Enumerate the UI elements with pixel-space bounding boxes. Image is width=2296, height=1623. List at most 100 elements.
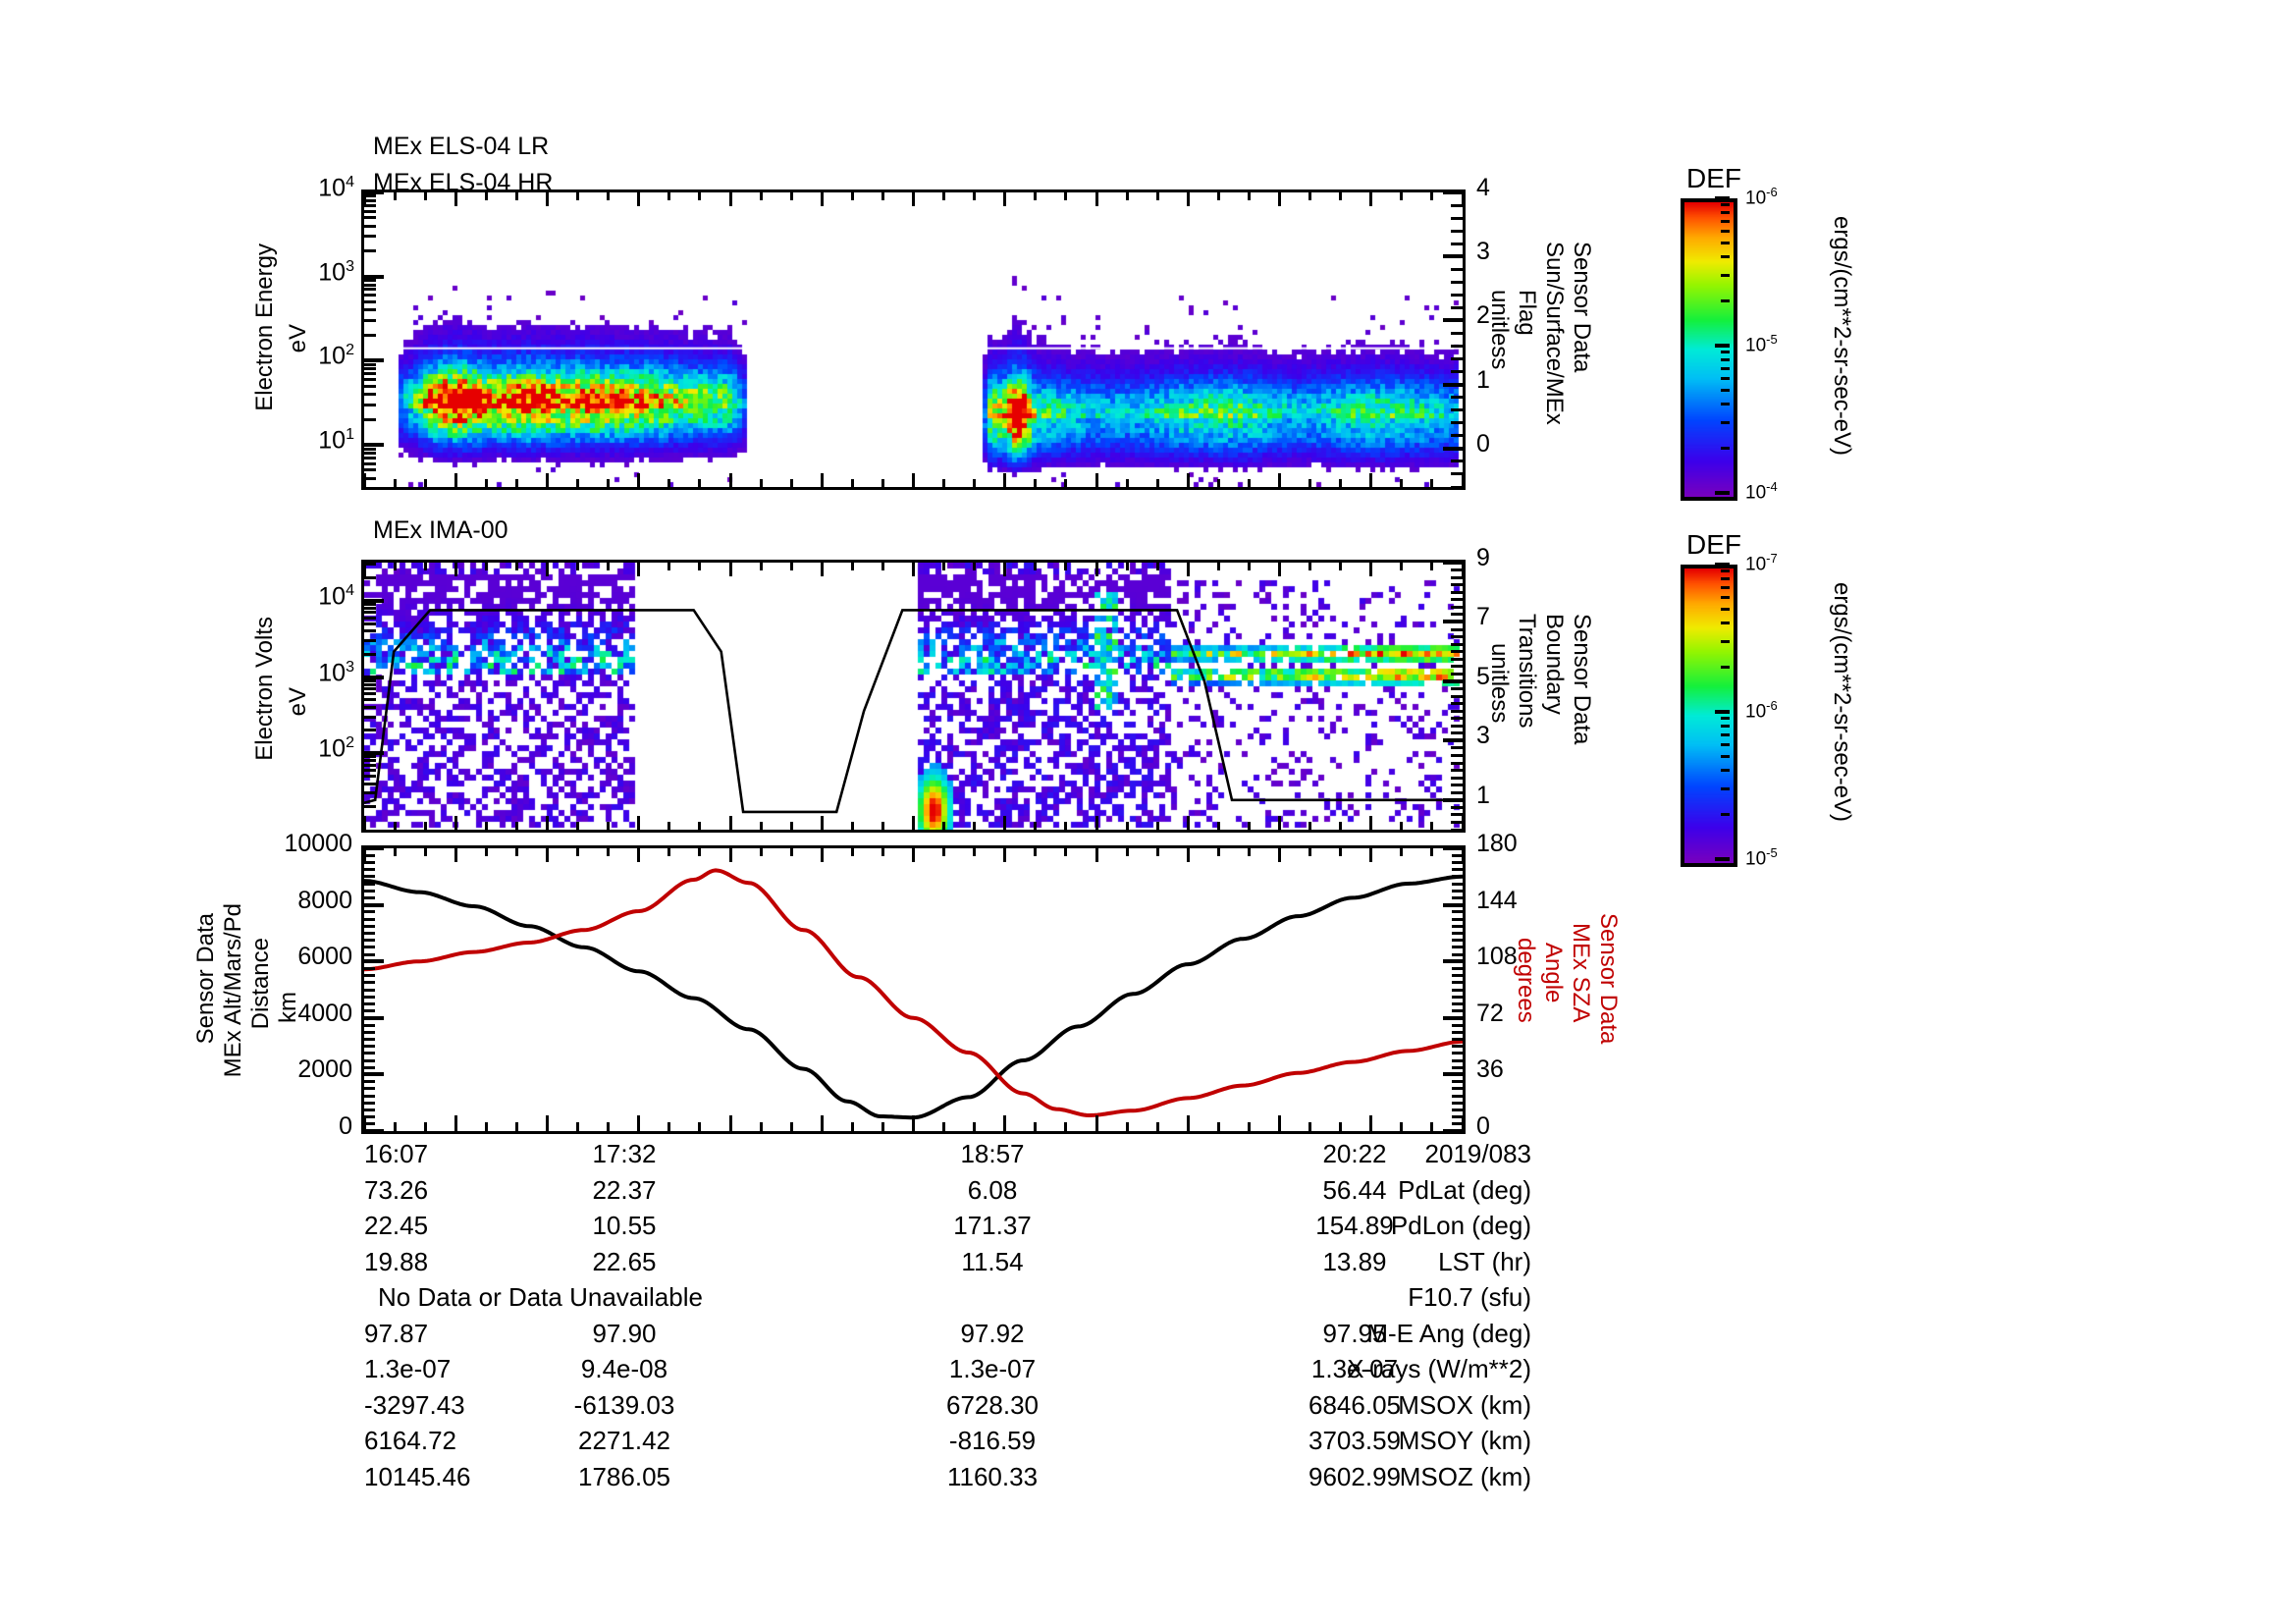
y-right-tick-label: 1: [1476, 365, 1490, 394]
table-cell: 154.89: [1315, 1211, 1394, 1240]
y-right-minor-tick: [1451, 370, 1463, 374]
y-minor-tick: [364, 1052, 375, 1055]
colorbar-minor-tick: [1721, 376, 1730, 380]
x-top-tick: [973, 848, 977, 856]
x-bottom-tick: [667, 479, 671, 487]
y-major-tick: [364, 190, 384, 194]
y-right-minor-tick: [1452, 1108, 1463, 1111]
x-bottom-tick: [1125, 822, 1129, 830]
x-top-tick: [850, 192, 854, 200]
y-right-minor-tick: [1452, 910, 1463, 914]
y-right-minor-tick: [1452, 1001, 1463, 1005]
y-right-tick-label: 108: [1476, 943, 1518, 971]
y-right-minor-tick: [1451, 753, 1463, 757]
y-right-minor-tick: [1452, 1016, 1463, 1020]
x-bottom-tick: [912, 473, 915, 487]
y-right-minor-tick: [1452, 981, 1463, 985]
table-nodata-text: No Data or Data Unavailable: [378, 1282, 703, 1312]
x-bottom-tick: [1461, 473, 1465, 487]
y-minor-tick: [364, 1037, 375, 1041]
x-bottom-tick: [576, 479, 580, 487]
colorbar-major-tick: [1715, 344, 1730, 348]
table-row: MSOX (km) -3297.43 -6139.03 6728.30 6846.05: [0, 1390, 1531, 1427]
x-top-tick: [1034, 848, 1038, 856]
y-right-minor-tick: [1452, 1045, 1463, 1049]
x-top-tick: [942, 192, 946, 200]
y-minor-tick: [364, 729, 376, 732]
x-bottom-tick: [1186, 1115, 1190, 1131]
x-bottom-tick: [1400, 479, 1404, 487]
x-bottom-tick: [973, 1122, 977, 1131]
y-tick-label: 104: [318, 174, 354, 202]
y-minor-tick: [364, 1101, 375, 1105]
y-right-minor-tick: [1451, 717, 1463, 721]
x-top-tick: [1369, 563, 1373, 576]
x-top-tick: [973, 563, 977, 570]
ima-spectrogram-canvas: [364, 563, 1463, 830]
y-right-minor-tick: [1451, 568, 1463, 572]
x-top-tick: [1216, 192, 1220, 200]
y-minor-tick: [364, 1009, 375, 1013]
x-bottom-tick: [1034, 479, 1038, 487]
x-bottom-tick: [1034, 822, 1038, 830]
y-right-minor-tick: [1451, 694, 1463, 698]
colorbar-tick-label: 10-4: [1745, 479, 1778, 504]
ima-y-axis-unit: eV: [285, 687, 311, 716]
y-right-minor-tick: [1452, 966, 1463, 970]
ima-right-axis-l4: unitless: [1486, 643, 1513, 723]
x-bottom-tick: [1125, 1122, 1129, 1131]
x-bottom-tick: [607, 1122, 611, 1131]
y-minor-tick: [364, 755, 376, 759]
y-minor-tick: [364, 1072, 375, 1076]
y-right-minor-tick: [1451, 635, 1463, 639]
x-top-tick: [759, 192, 763, 200]
y-right-minor-tick: [1452, 1087, 1463, 1091]
y-right-minor-tick: [1452, 846, 1463, 850]
x-top-tick: [607, 192, 611, 200]
y-right-minor-tick: [1451, 242, 1463, 245]
x-top-tick: [362, 192, 366, 206]
x-top-tick: [1186, 192, 1190, 206]
y-right-minor-tick: [1452, 853, 1463, 857]
table-cell: 97.92: [960, 1318, 1025, 1348]
colorbar-tick-label: 10-5: [1745, 332, 1778, 356]
y-minor-tick: [364, 1087, 375, 1091]
x-bottom-tick: [912, 1115, 915, 1131]
y-right-minor-tick: [1451, 627, 1463, 631]
els-title-lr: MEx ELS-04 LR: [373, 133, 550, 160]
x-bottom-tick: [1461, 816, 1465, 830]
y-minor-tick: [364, 638, 376, 642]
y-minor-tick: [364, 769, 376, 773]
x-top-tick: [1155, 192, 1159, 200]
x-bottom-tick: [1247, 822, 1251, 830]
y-right-minor-tick: [1452, 903, 1463, 907]
colorbar-minor-tick: [1721, 607, 1730, 611]
colorbar-minor-tick: [1721, 577, 1730, 581]
colorbar-major-tick: [1715, 563, 1730, 567]
x-top-tick: [546, 192, 549, 206]
y-minor-tick: [364, 283, 376, 287]
y-right-minor-tick: [1452, 1072, 1463, 1076]
y-tick-label: 102: [318, 342, 354, 370]
y-right-minor-tick: [1451, 746, 1463, 750]
x-bottom-tick: [514, 822, 518, 830]
x-top-tick: [637, 192, 641, 206]
y-right-minor-tick: [1451, 709, 1463, 713]
els-right-l4: unitless: [1485, 290, 1513, 370]
x-bottom-tick: [1216, 1122, 1220, 1131]
table-row: PdLon (deg) 22.45 10.55 171.37 154.89: [0, 1211, 1531, 1247]
y-minor-tick: [364, 652, 376, 656]
x-bottom-tick: [546, 1115, 549, 1131]
els-right-axis-l2: Sun/Surface/MEx: [1541, 242, 1568, 425]
x-bottom-tick: [789, 822, 793, 830]
table-cell: 1.3e-07: [364, 1354, 452, 1383]
x-top-tick: [637, 848, 641, 862]
y-minor-tick: [364, 629, 376, 633]
x-top-tick: [1064, 192, 1068, 200]
x-bottom-tick: [423, 479, 427, 487]
y-minor-tick: [364, 995, 375, 999]
y-minor-tick: [364, 910, 375, 914]
x-top-tick: [576, 192, 580, 200]
x-top-tick: [1034, 192, 1038, 200]
x-bottom-tick: [973, 479, 977, 487]
